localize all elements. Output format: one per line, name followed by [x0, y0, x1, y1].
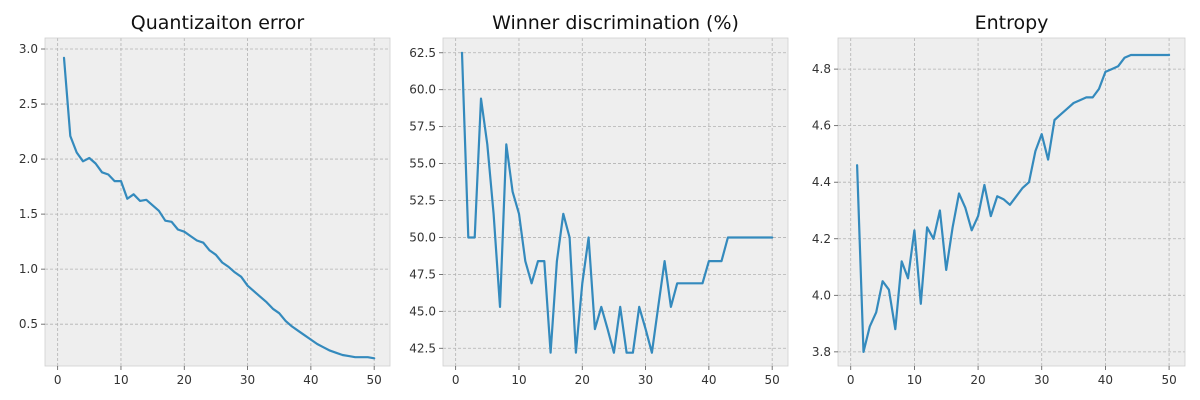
- y-tick-label: 4.6: [812, 119, 831, 133]
- plot-frame: [44, 37, 391, 367]
- x-axis: 0 10 20 30 40 50: [452, 366, 780, 387]
- x-tick-label: 0: [847, 373, 855, 387]
- y-tick-label: 4.0: [812, 288, 831, 302]
- y-tick-label: 4.2: [812, 232, 831, 246]
- grid: [443, 38, 788, 366]
- chart-title: Winner discrimination (%): [492, 12, 739, 34]
- y-tick-label: 62.5: [409, 46, 436, 60]
- x-tick-label: 0: [54, 373, 62, 387]
- y-tick-label: 4.8: [812, 62, 831, 76]
- y-tick-label: 50.0: [409, 230, 436, 244]
- x-tick-label: 40: [1098, 373, 1113, 387]
- y-tick-label: 42.5: [409, 341, 436, 355]
- x-tick-label: 20: [970, 373, 985, 387]
- y-tick-label: 52.5: [409, 194, 436, 208]
- x-tick-label: 10: [113, 373, 128, 387]
- x-tick-label: 0: [452, 373, 460, 387]
- y-axis: 0.5 1.0 1.5 2.0 2.5 3.0: [19, 42, 45, 331]
- y-tick-label: 4.4: [812, 175, 831, 189]
- x-tick-label: 20: [575, 373, 590, 387]
- plot-frame: [837, 37, 1186, 367]
- x-axis: 0 10 20 30 40 50: [847, 366, 1177, 387]
- x-tick-label: 10: [511, 373, 526, 387]
- y-tick-label: 2.0: [19, 152, 38, 166]
- y-tick-label: 1.5: [19, 207, 38, 221]
- y-axis: 42.5 45.0 47.5 50.0 52.5 55.0 57.5 60.0 62.5: [409, 46, 443, 355]
- grid: [45, 38, 390, 366]
- x-tick-label: 20: [177, 373, 192, 387]
- series-line: [460, 51, 774, 354]
- x-tick-label: 30: [1034, 373, 1049, 387]
- chart-entropy: 0 10 20 30 40 50 3.8 4.0 4.2 4.4 4.6 4.8 Entropy: [812, 12, 1186, 387]
- chart-quantization-error: 0 10 20 30 40 50 0.5 1.0 1.5 2.0 2.5 3.0 Quantizaito…: [19, 12, 391, 387]
- y-tick-label: 2.5: [19, 97, 38, 111]
- grid: [838, 38, 1185, 366]
- x-tick-label: 50: [367, 373, 382, 387]
- x-tick-label: 30: [240, 373, 255, 387]
- chart-title: Entropy: [975, 12, 1049, 34]
- y-tick-label: 47.5: [409, 267, 436, 281]
- x-tick-label: 30: [638, 373, 653, 387]
- y-tick-label: 57.5: [409, 120, 436, 134]
- y-tick-label: 55.0: [409, 157, 436, 171]
- chart-title: Quantizaiton error: [131, 12, 305, 34]
- chart-winner-discrimination: 0 10 20 30 40 50 42.5 45.0 47.5 50.0 52.5 55.0 57.5 6…: [409, 12, 789, 387]
- x-tick-label: 10: [907, 373, 922, 387]
- x-tick-label: 50: [1161, 373, 1176, 387]
- plot-area: [45, 38, 390, 366]
- y-tick-label: 1.0: [19, 262, 38, 276]
- x-axis: 0 10 20 30 40 50: [54, 366, 382, 387]
- plot-area: [443, 38, 788, 366]
- y-tick-label: 3.8: [812, 345, 831, 359]
- plot-frame: [442, 37, 789, 367]
- y-tick-label: 0.5: [19, 317, 38, 331]
- x-tick-label: 40: [303, 373, 318, 387]
- y-tick-label: 45.0: [409, 304, 436, 318]
- series-line: [62, 56, 376, 360]
- y-tick-label: 60.0: [409, 83, 436, 97]
- y-axis: 3.8 4.0 4.2 4.4 4.6 4.8: [812, 62, 838, 359]
- x-tick-label: 50: [765, 373, 780, 387]
- series-line: [856, 53, 1171, 353]
- y-tick-label: 3.0: [19, 42, 38, 56]
- x-tick-label: 40: [701, 373, 716, 387]
